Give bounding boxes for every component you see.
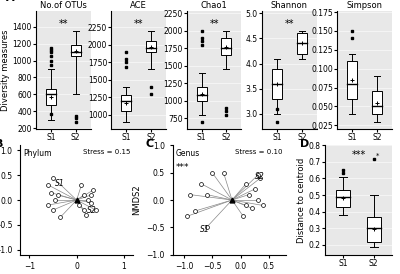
Y-axis label: Diversity measures: Diversity measures — [1, 29, 10, 111]
Text: D: D — [300, 139, 309, 149]
Y-axis label: NMDS2: NMDS2 — [132, 185, 141, 215]
Text: **: ** — [58, 19, 68, 29]
Text: Stress = 0.15: Stress = 0.15 — [82, 149, 130, 155]
Bar — [71, 45, 81, 56]
Text: B: B — [0, 139, 4, 149]
Bar — [336, 190, 350, 207]
Bar — [146, 41, 156, 52]
Title: No.of OTUs: No.of OTUs — [40, 1, 87, 10]
Title: Chao1: Chao1 — [201, 1, 227, 10]
Text: ***: *** — [351, 150, 366, 160]
Text: A: A — [6, 0, 14, 3]
Text: Phylum: Phylum — [24, 149, 52, 158]
Bar — [347, 61, 357, 99]
Text: **: ** — [209, 19, 219, 29]
Text: S2: S2 — [87, 207, 97, 215]
Bar — [197, 87, 206, 101]
Bar — [367, 217, 380, 242]
Title: Simpson: Simpson — [347, 1, 383, 10]
Bar — [121, 95, 131, 111]
Text: **: ** — [134, 19, 144, 29]
Text: Stress = 0.10: Stress = 0.10 — [235, 149, 282, 155]
Text: ***: *** — [176, 163, 190, 172]
Bar — [222, 38, 231, 55]
Y-axis label: Distance to centroid: Distance to centroid — [297, 157, 306, 243]
Text: *: * — [376, 153, 380, 159]
Text: Genus: Genus — [176, 149, 200, 158]
Bar — [297, 33, 307, 53]
Text: S1: S1 — [56, 179, 65, 188]
Title: ACE: ACE — [130, 1, 147, 10]
Title: Shannon: Shannon — [271, 1, 308, 10]
Bar — [372, 91, 382, 114]
Bar — [46, 89, 56, 105]
Bar — [272, 69, 282, 99]
Text: S1: S1 — [200, 225, 210, 234]
Text: C: C — [145, 139, 154, 149]
Text: S2: S2 — [255, 172, 264, 181]
Text: **: ** — [284, 19, 294, 29]
